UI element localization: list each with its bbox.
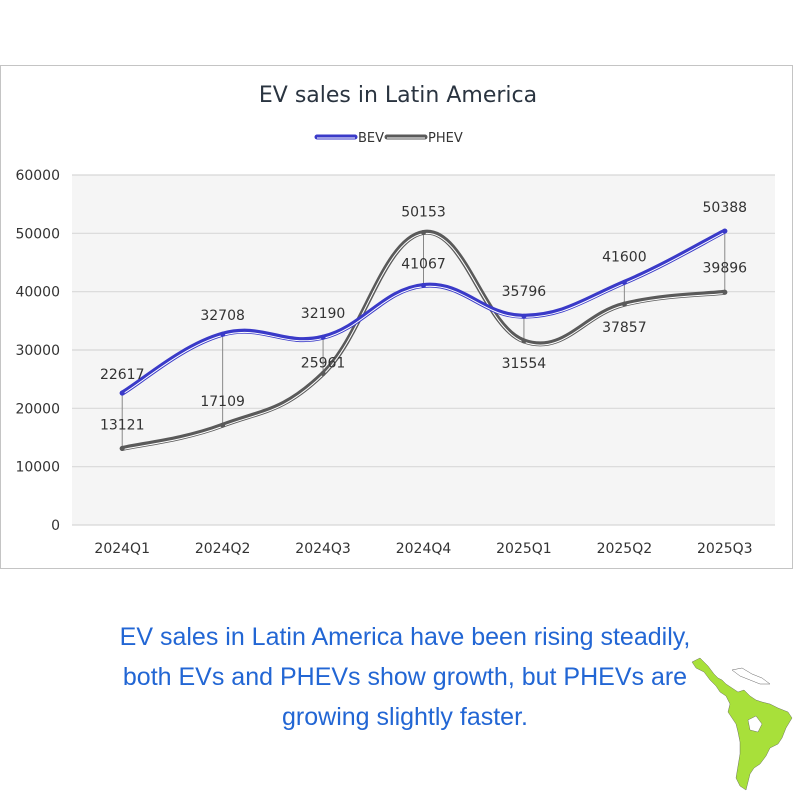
data-point [421, 282, 426, 288]
data-point [119, 390, 125, 396]
y-tick-label: 20000 [15, 401, 60, 417]
caption-line: EV sales in Latin America have been risi… [119, 623, 691, 651]
data-label-phev: 39896 [703, 260, 748, 276]
data-label-bev: 41067 [401, 256, 446, 272]
data-label-phev: 17109 [200, 394, 245, 410]
data-point [621, 279, 627, 285]
x-tick-label: 2024Q1 [94, 541, 150, 557]
data-label-bev: 32708 [200, 308, 245, 324]
caption-line: growing slightly faster. [282, 703, 528, 731]
data-label-bev: 22617 [100, 367, 145, 383]
data-point [521, 338, 527, 344]
legend[interactable]: BEV PHEV [314, 131, 463, 146]
series-lines [119, 228, 728, 451]
caption-line: both EVs and PHEVs show growth, but PHEV… [122, 663, 688, 691]
y-tick-label: 40000 [15, 285, 60, 301]
legend-item-bev[interactable]: BEV [314, 131, 384, 146]
legend-item-phev[interactable]: PHEV [384, 131, 463, 146]
y-axis: 0 10000 20000 30000 40000 50000 60000 [15, 168, 60, 534]
data-label-phev: 50153 [401, 204, 446, 220]
x-axis: 2024Q1 2024Q2 2024Q3 2024Q4 2025Q1 2025Q2 2025… [94, 541, 752, 557]
bolivia-shape [747, 715, 763, 733]
y-tick-label: 0 [51, 518, 60, 534]
data-label-phev: 25961 [301, 356, 346, 372]
x-tick-label: 2025Q2 [597, 541, 653, 557]
x-tick-label: 2024Q2 [195, 541, 251, 557]
y-tick-label: 50000 [15, 226, 60, 242]
data-point [220, 422, 226, 428]
data-point [119, 445, 125, 451]
data-point [320, 334, 326, 340]
data-label-bev: 35796 [502, 284, 547, 300]
data-label-phev: 37857 [602, 320, 647, 336]
legend-label: BEV [358, 131, 384, 146]
data-point [421, 229, 426, 235]
legend-label: PHEV [428, 131, 463, 146]
x-tick-label: 2024Q4 [396, 541, 452, 557]
caribbean-outline [731, 667, 771, 685]
south-america-shape [691, 657, 793, 791]
y-tick-label: 10000 [15, 460, 60, 476]
data-label-bev: 32190 [301, 306, 346, 322]
data-point [722, 228, 728, 234]
y-tick-label: 30000 [15, 343, 60, 359]
data-label-bev: 41600 [602, 249, 647, 265]
caption: EV sales in Latin America have been risi… [60, 617, 750, 737]
y-tick-label: 60000 [15, 168, 60, 184]
latin-america-map-icon [691, 657, 793, 791]
data-label-phev: 13121 [100, 417, 145, 433]
data-point [521, 313, 527, 319]
data-label-phev: 31554 [502, 356, 547, 372]
data-label-bev: 50388 [703, 200, 748, 216]
x-tick-label: 2024Q3 [295, 541, 351, 557]
x-tick-label: 2025Q1 [496, 541, 552, 557]
data-point [621, 301, 627, 307]
data-point [220, 331, 226, 337]
x-tick-label: 2025Q3 [697, 541, 753, 557]
chart-title: EV sales in Latin America [259, 83, 537, 108]
data-point [722, 289, 728, 295]
data-labels: 22617 13121 32708 17109 32190 25961 41067 50153… [100, 200, 747, 433]
data-point [320, 371, 326, 377]
drop-lines [121, 231, 726, 449]
